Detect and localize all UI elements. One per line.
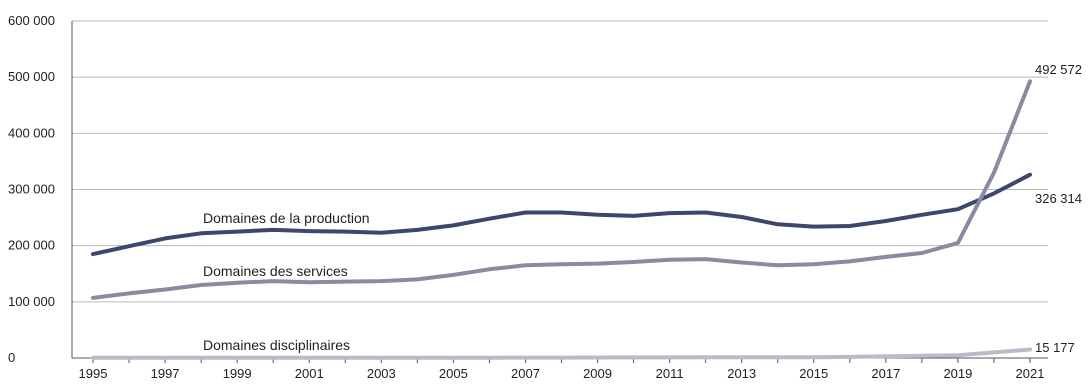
x-tick-label: 2019 <box>943 366 972 381</box>
x-tick-label: 1997 <box>151 366 180 381</box>
x-tick-label: 2011 <box>656 366 684 381</box>
y-tick-label: 100 000 <box>8 294 55 309</box>
x-tick-label: 2015 <box>799 366 828 381</box>
x-tick-label: 2017 <box>871 366 900 381</box>
y-tick-label: 300 000 <box>8 182 55 197</box>
y-tick-label: 0 <box>8 350 15 365</box>
x-tick-label: 2009 <box>583 366 612 381</box>
x-axis-tick-labels: 1995 1997 1999 2001 2003 2005 2007 2009 2011 2013… <box>79 366 1045 381</box>
end-label-services: 492 572 <box>1035 62 1082 77</box>
x-tick-label: 1995 <box>79 366 108 381</box>
y-tick-label: 500 000 <box>8 69 55 84</box>
series-lines <box>91 79 1032 360</box>
series-label-disciplinaires: Domaines disciplinaires <box>203 337 350 353</box>
x-tick-label: 2013 <box>727 366 756 381</box>
series-line-2 <box>91 347 1032 360</box>
x-tick-label: 2005 <box>439 366 468 381</box>
gridlines <box>72 20 1048 303</box>
end-label-production: 326 314 <box>1035 191 1082 206</box>
x-tick-label: 2003 <box>367 366 396 381</box>
y-axis-tick-labels: 0 100 000 200 000 300 000 400 000 500 000 600 … <box>8 13 55 365</box>
x-tick-label: 2021 <box>1016 366 1045 381</box>
series-line-0 <box>91 172 1032 257</box>
y-tick-label: 400 000 <box>8 125 55 140</box>
series-line-1 <box>91 79 1032 300</box>
x-axis <box>71 21 1048 363</box>
x-tick-label: 2007 <box>511 366 540 381</box>
y-tick-label: 200 000 <box>8 238 55 253</box>
series-label-services: Domaines des services <box>203 263 348 279</box>
y-tick-label: 600 000 <box>8 13 55 28</box>
end-label-disciplinaires: 15 177 <box>1035 340 1075 355</box>
x-tick-label: 1999 <box>223 366 252 381</box>
series-labels: Domaines de la production Domaines des s… <box>203 62 1082 355</box>
series-label-production: Domaines de la production <box>203 210 370 226</box>
x-tick-label: 2001 <box>295 366 324 381</box>
